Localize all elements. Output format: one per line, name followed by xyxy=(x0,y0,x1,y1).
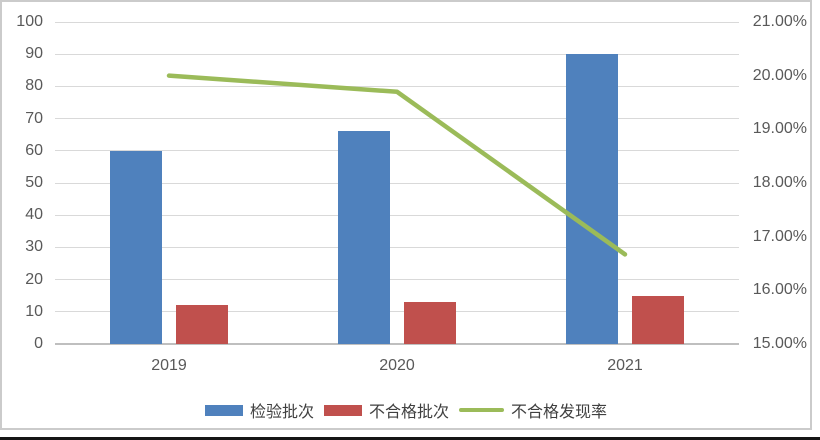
left-axis-tick: 70 xyxy=(25,109,43,127)
left-axis-tick: 60 xyxy=(25,141,43,159)
window-edge xyxy=(0,437,820,440)
legend-label: 不合格发现率 xyxy=(511,404,608,421)
left-axis-tick: 40 xyxy=(25,206,43,224)
bar-inspection-batches-2020 xyxy=(338,131,390,344)
legend-bar-swatch xyxy=(323,404,362,416)
legend-bar-swatch xyxy=(204,404,243,416)
left-axis-tick: 50 xyxy=(25,174,43,191)
gridline xyxy=(55,21,739,23)
x-axis-label-2019: 2019 xyxy=(151,357,187,374)
bar-unqualified-batches-2021 xyxy=(632,295,684,344)
bar-unqualified-batches-2019 xyxy=(176,305,228,344)
x-axis-label-2020: 2020 xyxy=(379,357,415,374)
legend-line-swatch xyxy=(459,408,504,412)
bar-unqualified-batches-2020 xyxy=(404,302,456,344)
gridline xyxy=(55,311,739,313)
left-axis-tick: 90 xyxy=(25,45,43,63)
left-axis-tick: 30 xyxy=(25,238,43,256)
unqualified-rate-line xyxy=(166,73,628,257)
gridline xyxy=(55,246,739,248)
legend-item-inspection-batches: 检验批次 xyxy=(204,398,314,422)
right-axis-tick: 19.00% xyxy=(752,120,807,138)
right-axis-tick: 20.00% xyxy=(752,66,807,84)
left-axis-tick: 10 xyxy=(25,302,43,320)
right-axis-tick: 17.00% xyxy=(752,227,807,245)
right-axis-tick: 18.00% xyxy=(752,174,807,191)
gridline xyxy=(55,279,739,281)
legend-label: 检验批次 xyxy=(249,404,314,421)
gridline xyxy=(55,150,739,152)
rate-line-layer xyxy=(166,73,628,257)
right-axis-tick: 16.00% xyxy=(752,281,807,299)
gridline xyxy=(55,85,739,87)
gridline xyxy=(55,182,739,184)
gridline xyxy=(55,214,739,216)
legend: 检验批次 不合格批次 不合格发现率 xyxy=(0,399,812,421)
left-axis-tick: 0 xyxy=(34,335,43,352)
legend-label: 不合格批次 xyxy=(368,404,449,421)
x-axis-line xyxy=(55,343,739,345)
gridline xyxy=(55,118,739,120)
left-axis-tick: 80 xyxy=(25,77,43,95)
legend-item-unqualified-rate: 不合格发现率 xyxy=(459,398,607,422)
right-axis-tick: 21.00% xyxy=(752,13,807,30)
gridline xyxy=(55,53,739,55)
left-axis-tick: 20 xyxy=(25,270,43,288)
right-axis-tick: 15.00% xyxy=(752,335,807,352)
legend-item-unqualified-batches: 不合格批次 xyxy=(323,398,449,422)
x-axis-label-2021: 2021 xyxy=(607,357,643,374)
left-axis-tick: 100 xyxy=(16,13,43,30)
bar-inspection-batches-2019 xyxy=(110,150,162,344)
bar-inspection-batches-2021 xyxy=(566,54,618,344)
